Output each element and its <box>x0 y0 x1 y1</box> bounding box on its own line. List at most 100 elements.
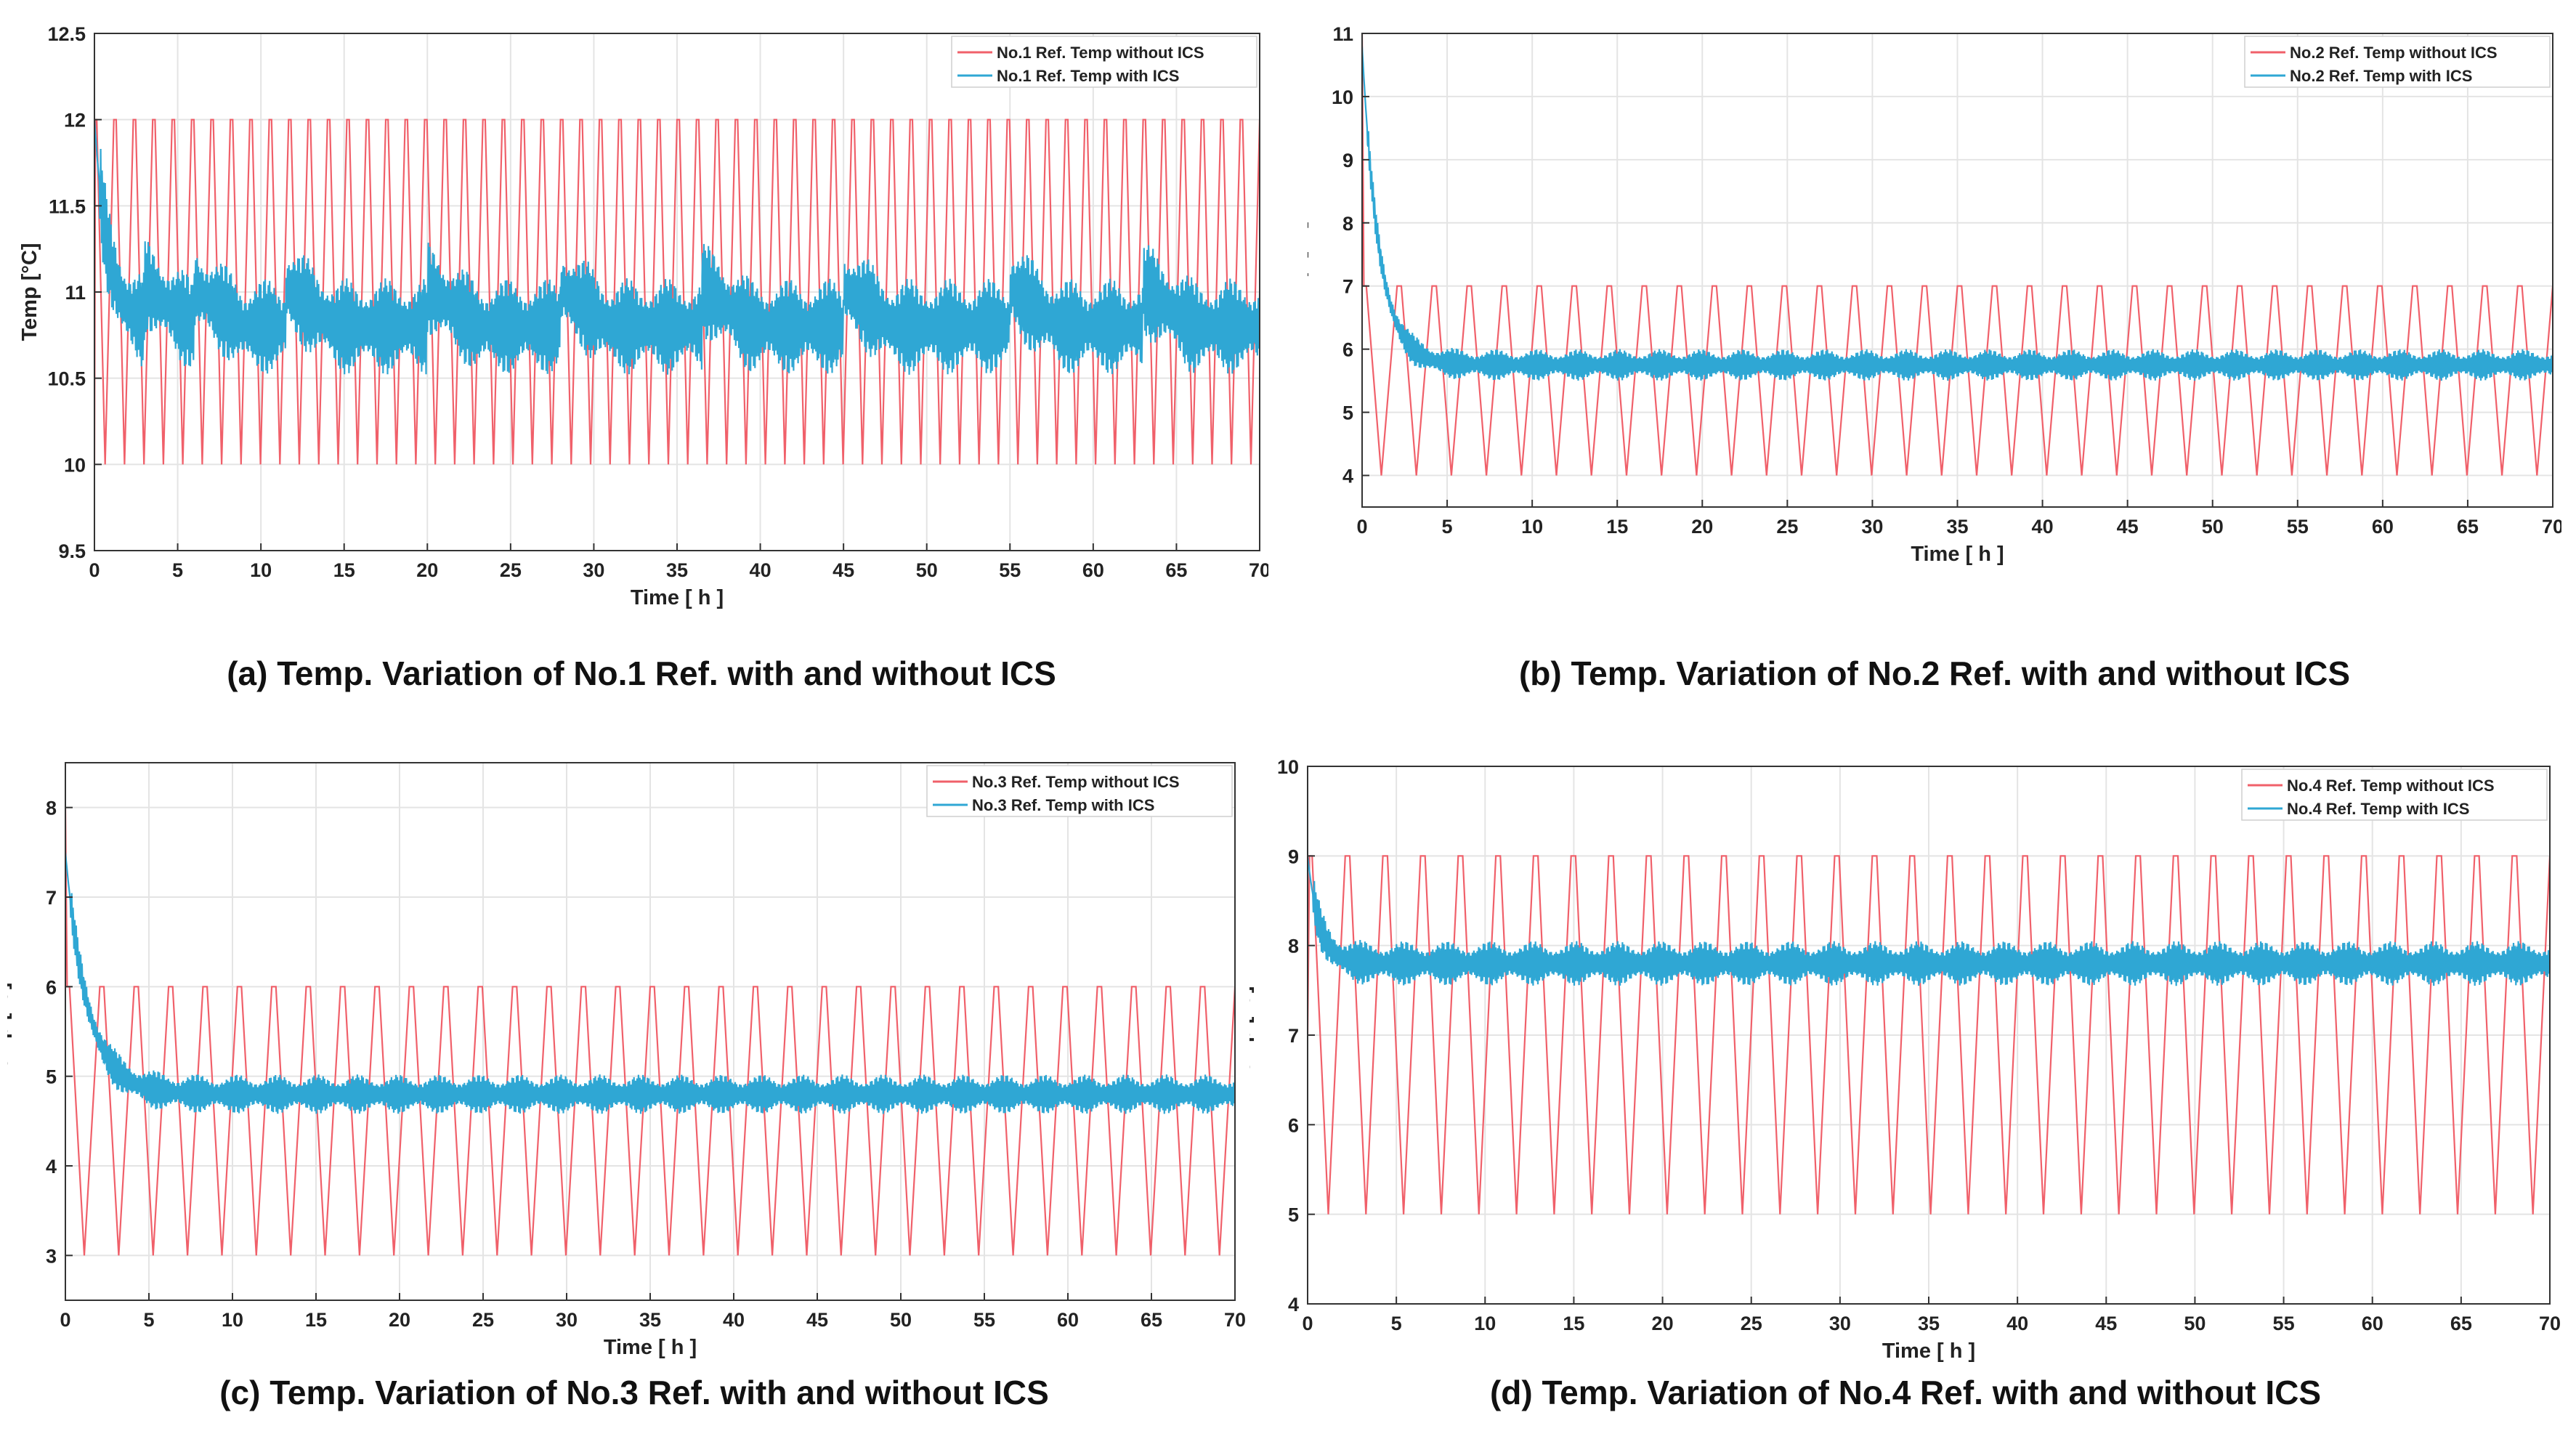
x-tick-label: 20 <box>389 1309 410 1331</box>
x-tick-label: 70 <box>2539 1313 2561 1334</box>
series-with-ics-c <box>65 852 1235 1114</box>
x-tick-label: 65 <box>2450 1313 2472 1334</box>
x-tick-label: 60 <box>1057 1309 1079 1331</box>
chart-d: 0 5 10 15 20 25 30 35 40 45 50 55 60 65 7045678910Time… <box>1249 756 2561 1363</box>
x-tick-label: 40 <box>750 559 771 581</box>
x-tick-label: 45 <box>2117 516 2139 538</box>
y-tick-label: 9 <box>1288 846 1299 867</box>
chart-panel-d: 0 5 10 15 20 25 30 35 40 45 50 55 60 65 70 4 5 6 7 8 9 10 Time… <box>1249 737 2561 1387</box>
x-tick-label: 25 <box>500 559 522 581</box>
x-tick-label: 0 <box>1356 516 1367 538</box>
y-tick-label: 7 <box>46 887 57 909</box>
x-tick-label: 65 <box>2457 516 2479 538</box>
x-tick-label: 20 <box>416 559 438 581</box>
x-tick-label: 70 <box>1249 559 1268 581</box>
y-axis-label: Temp [°C] <box>18 243 41 341</box>
legend-box <box>926 765 1233 817</box>
caption-d: (d) Temp. Variation of No.4 Ref. with an… <box>1489 1374 2322 1411</box>
x-tick-label: 30 <box>583 559 604 581</box>
y-tick-label: 5 <box>1288 1204 1299 1226</box>
legend-a: No.1 Ref. Temp without ICS No.1 Ref. Temp… <box>951 36 1257 88</box>
x-tick-label: 55 <box>973 1309 995 1331</box>
y-tick-label: 8 <box>1342 213 1353 235</box>
x-tick-label: 15 <box>333 559 355 581</box>
x-tick-label: 0 <box>60 1309 70 1331</box>
x-tick-label: 40 <box>2032 516 2054 538</box>
y-tick-label: 10 <box>1277 756 1299 778</box>
x-tick-label: 40 <box>2006 1313 2028 1334</box>
y-tick-label: 12 <box>64 110 86 131</box>
x-tick-label: 0 <box>89 559 100 581</box>
x-tick-label: 15 <box>1563 1313 1584 1334</box>
y-tick-label: 4 <box>1342 466 1353 487</box>
y-tick-label: 10.5 <box>47 368 86 390</box>
x-tick-label: 70 <box>2542 516 2561 538</box>
x-tick-label: 25 <box>1776 516 1798 538</box>
x-tick-label: 60 <box>1082 559 1104 581</box>
x-tick-label: 30 <box>1829 1313 1851 1334</box>
series-without-ics-b <box>1362 33 2553 476</box>
x-axis-label: Time [ h ] <box>1911 543 2004 566</box>
x-tick-label: 10 <box>1474 1313 1496 1334</box>
chart-panel-c: 0 5 10 15 20 25 30 35 40 45 50 55 60 65 70 3 4 5 6 7 8 Time [… <box>7 748 1261 1387</box>
legend-d: No.4 Ref. Temp without ICS No.4 Ref. Temp… <box>2241 769 2548 821</box>
x-tick-label: 0 <box>1302 1313 1313 1334</box>
x-tick-label: 55 <box>999 559 1021 581</box>
y-axis-label: Temp [°C] <box>1308 221 1309 319</box>
y-tick-label: 5 <box>1342 402 1353 424</box>
series-with-ics-a <box>94 119 1260 375</box>
x-tick-label: 40 <box>723 1309 745 1331</box>
x-tick-label: 15 <box>305 1309 327 1331</box>
series-without-ics-a <box>94 118 1260 465</box>
x-tick-label: 35 <box>1946 516 1968 538</box>
legend-entry: No.4 Ref. Temp without ICS <box>2287 777 2495 795</box>
series-with-ics-b <box>1362 46 2553 381</box>
x-tick-label: 20 <box>1691 516 1713 538</box>
x-tick-label: 35 <box>1918 1313 1940 1334</box>
x-tick-label: 65 <box>1165 559 1187 581</box>
y-tick-label: 12.5 <box>47 23 86 45</box>
x-tick-label: 45 <box>833 559 854 581</box>
legend-entry: No.4 Ref. Temp with ICS <box>2287 800 2469 818</box>
y-tick-label: 5 <box>46 1066 57 1088</box>
x-tick-label: 30 <box>556 1309 578 1331</box>
x-tick-label: 70 <box>1224 1309 1246 1331</box>
x-tick-label: 25 <box>1741 1313 1762 1334</box>
x-tick-label: 50 <box>2202 516 2224 538</box>
y-axis-label: Temp [°C] <box>7 982 12 1080</box>
x-tick-label: 60 <box>2362 1313 2383 1334</box>
x-tick-label: 60 <box>2372 516 2394 538</box>
x-tick-label: 5 <box>143 1309 154 1331</box>
x-tick-label: 5 <box>1391 1313 1402 1334</box>
y-tick-label: 8 <box>46 798 57 819</box>
legend-box <box>951 36 1257 88</box>
x-tick-label: 10 <box>222 1309 243 1331</box>
y-tick-label: 9 <box>1342 150 1353 171</box>
y-tick-label: 10 <box>1332 86 1353 108</box>
y-tick-label: 4 <box>1288 1294 1299 1316</box>
legend-entry: No.3 Ref. Temp without ICS <box>972 773 1180 791</box>
x-tick-label: 50 <box>2184 1313 2206 1334</box>
caption-b: (b) Temp. Variation of No.2 Ref. with an… <box>1518 654 2351 692</box>
x-tick-label: 30 <box>1861 516 1883 538</box>
x-tick-label: 25 <box>472 1309 494 1331</box>
y-tick-label: 3 <box>46 1245 57 1267</box>
x-tick-label: 15 <box>1606 516 1628 538</box>
x-axis-label: Time [ h ] <box>1882 1339 1975 1363</box>
x-tick-label: 45 <box>2095 1313 2117 1334</box>
y-axis-label: Temp [°C] <box>1249 986 1255 1084</box>
legend-b: No.2 Ref. Temp without ICS No.2 Ref. Temp… <box>2244 36 2551 88</box>
x-axis-label: Time [ h ] <box>604 1336 697 1359</box>
x-tick-label: 10 <box>1521 516 1543 538</box>
x-tick-label: 5 <box>172 559 183 581</box>
y-tick-label: 11.5 <box>49 195 86 217</box>
legend-entry: No.1 Ref. Temp with ICS <box>997 67 1179 85</box>
caption-c: (c) Temp. Variation of No.3 Ref. with an… <box>219 1374 1049 1411</box>
x-tick-label: 50 <box>916 559 938 581</box>
y-tick-label: 6 <box>46 976 57 998</box>
legend-entry: No.1 Ref. Temp without ICS <box>997 44 1204 62</box>
legend-c: No.3 Ref. Temp without ICS No.3 Ref. Temp… <box>926 765 1233 817</box>
y-tick-label: 11 <box>65 282 86 304</box>
series-with-ics-d <box>1308 856 2550 986</box>
y-tick-label: 4 <box>46 1156 57 1177</box>
